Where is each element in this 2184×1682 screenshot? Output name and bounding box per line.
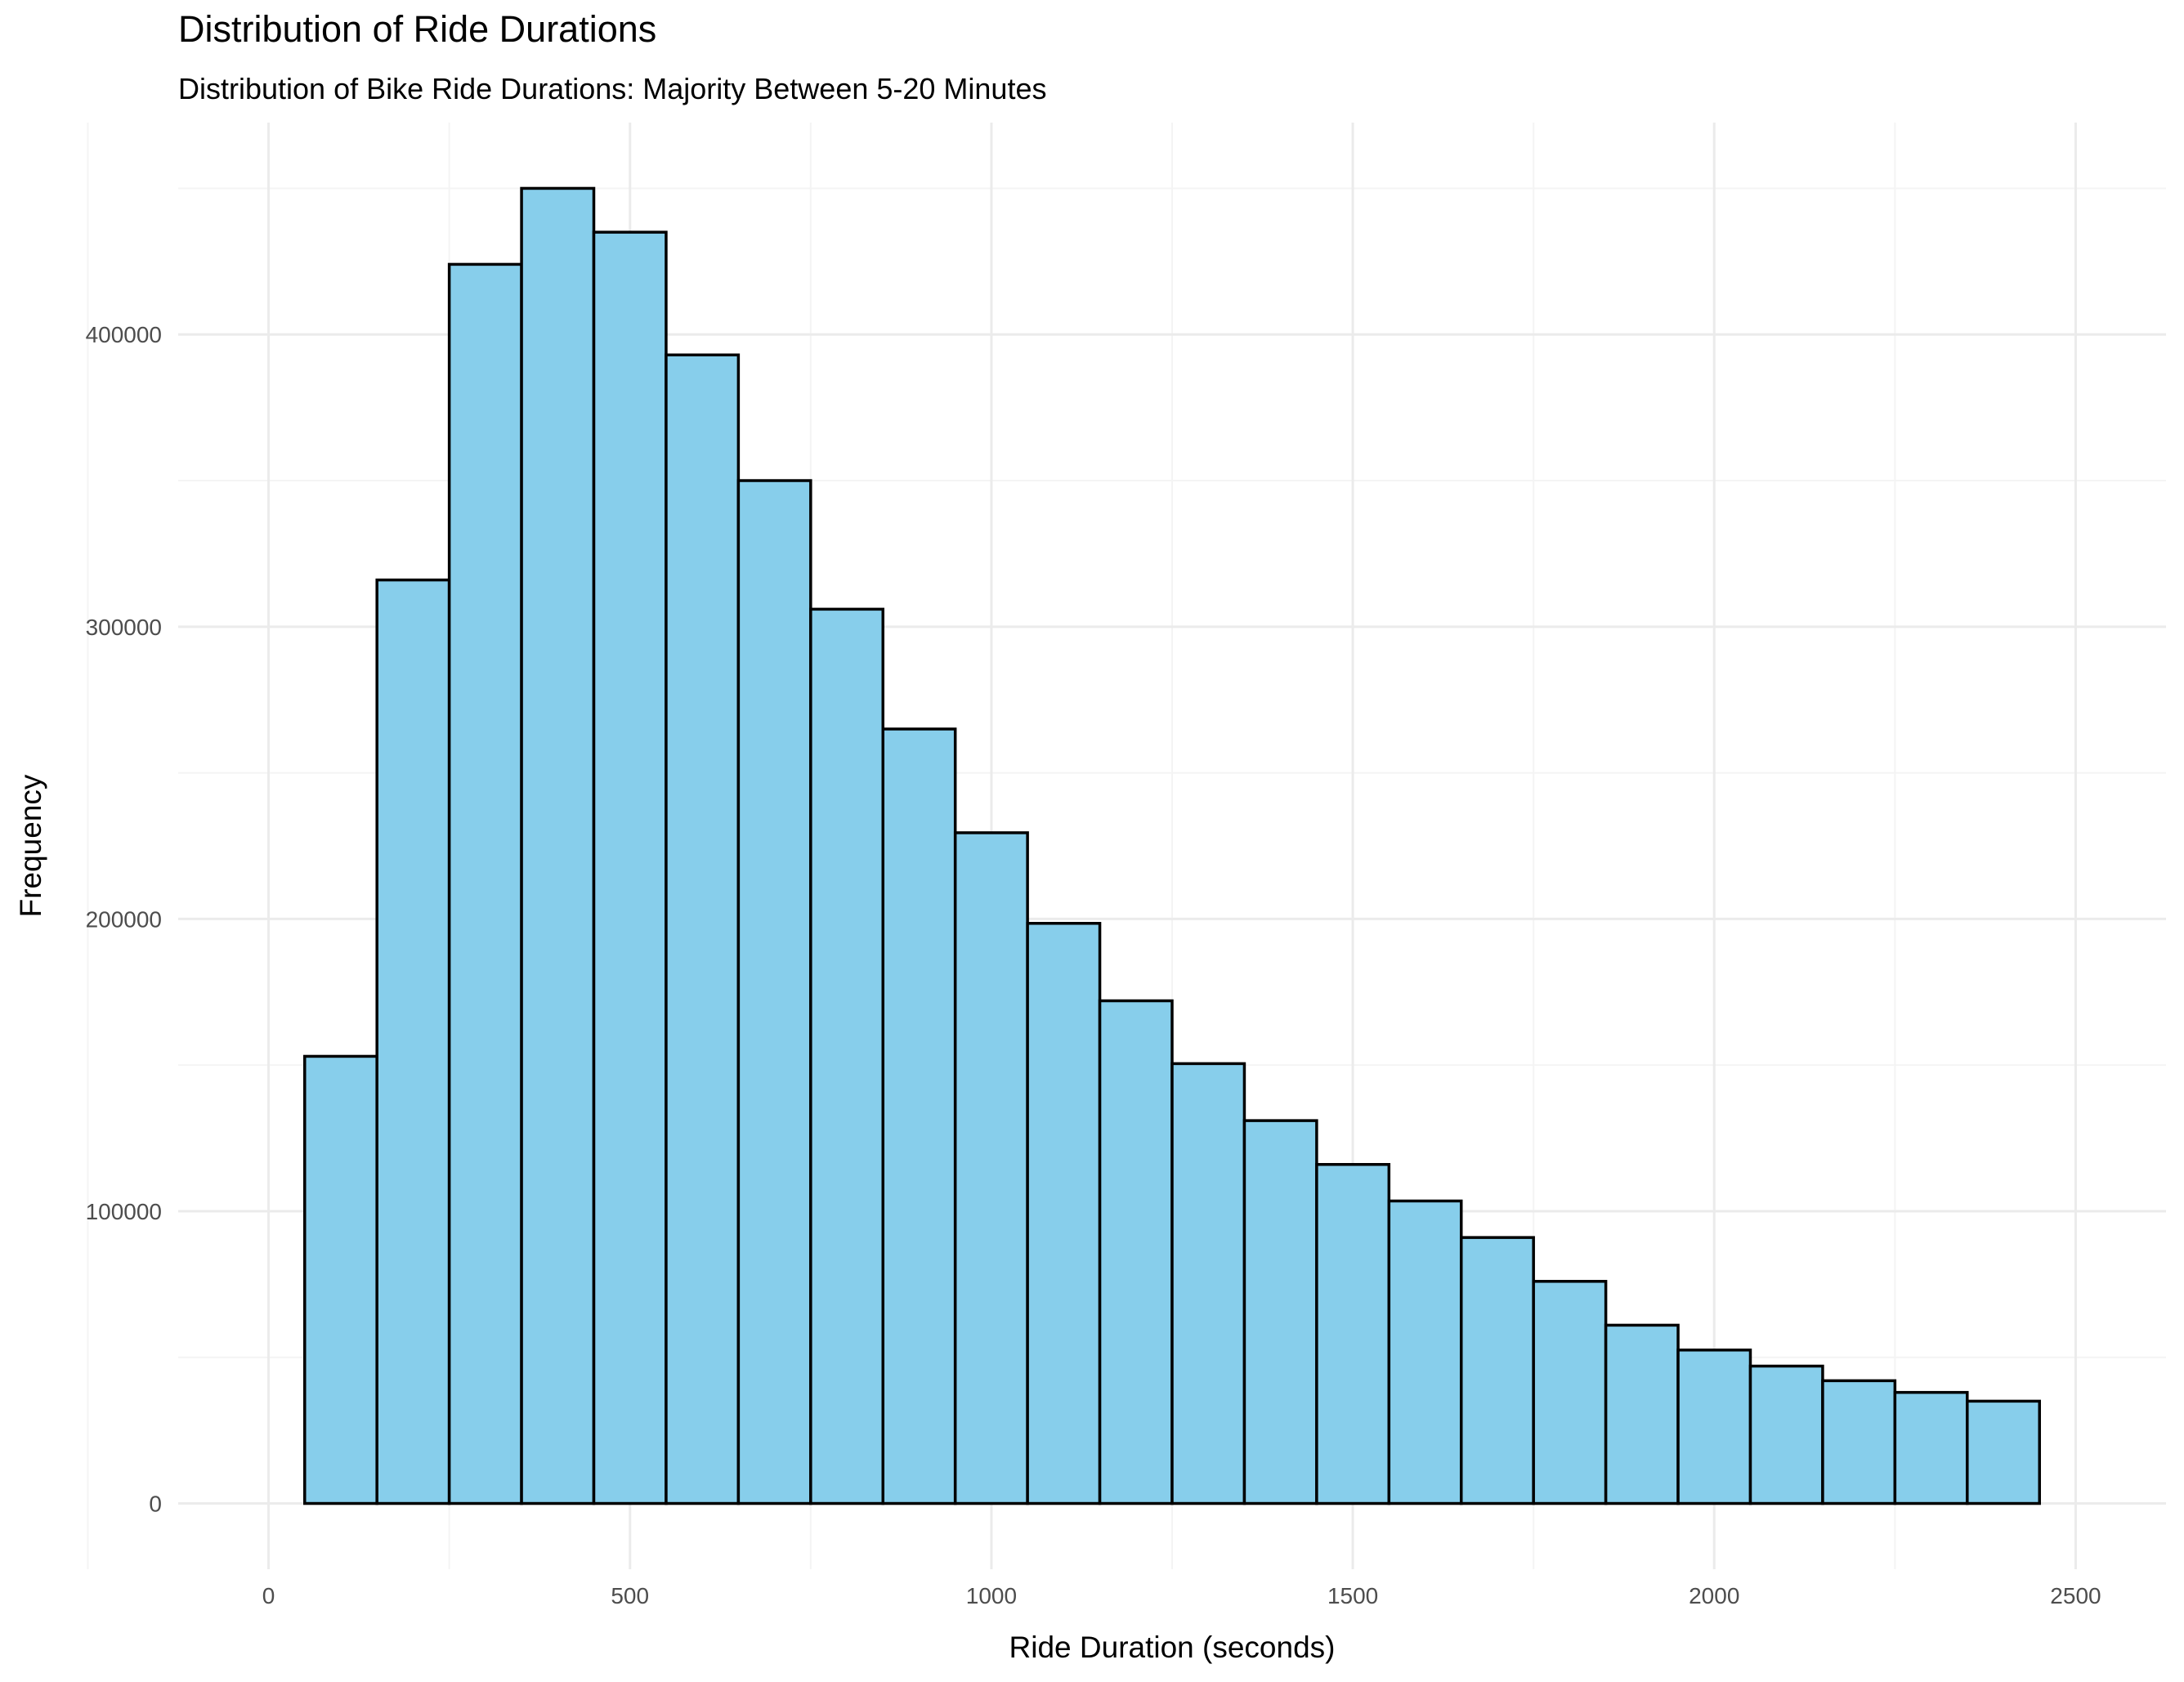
histogram-bar: [665, 353, 741, 1505]
y-tick-label: 400000: [86, 322, 162, 347]
histogram-bar: [1676, 1349, 1752, 1505]
tick-labels: 0 500 1000 1500 2000 2500 0 100000 200000 300000 4…: [86, 322, 2101, 1608]
y-tick-label: 300000: [86, 615, 162, 640]
histogram-bar: [303, 1054, 378, 1505]
chart-title: Distribution of Ride Durations: [178, 8, 657, 50]
x-tick-label: 1500: [1327, 1583, 1378, 1608]
histogram-bar: [592, 230, 668, 1505]
x-tick-label: 2500: [2050, 1583, 2101, 1608]
histogram-bar: [1170, 1062, 1246, 1505]
histogram-bar: [1748, 1364, 1824, 1505]
x-axis-title: Ride Duration (seconds): [1009, 1631, 1336, 1664]
histogram-bar: [953, 831, 1029, 1505]
y-tick-label: 100000: [86, 1199, 162, 1224]
histogram-bar: [447, 262, 523, 1505]
y-tick-label: 0: [149, 1492, 162, 1517]
x-tick-label: 2000: [1689, 1583, 1739, 1608]
chart-subtitle: Distribution of Bike Ride Durations: Maj…: [178, 72, 1047, 105]
histogram-bar: [1459, 1236, 1535, 1505]
histogram-bar: [1893, 1390, 1969, 1505]
histogram-bar: [1242, 1119, 1318, 1505]
histogram-bar: [1821, 1379, 1897, 1505]
x-tick-label: 1000: [966, 1583, 1017, 1608]
histogram-bar: [375, 578, 451, 1505]
histogram-bar: [1387, 1199, 1463, 1505]
y-tick-label: 200000: [86, 906, 162, 932]
histogram-bar: [881, 727, 957, 1505]
x-tick-label: 500: [611, 1583, 649, 1608]
histogram-bar: [736, 479, 812, 1505]
histogram-bar: [1098, 999, 1174, 1505]
histogram-bar: [1966, 1399, 2041, 1505]
histogram-bar: [1604, 1323, 1680, 1505]
histogram-bar: [1315, 1163, 1391, 1505]
histogram-bar: [1532, 1280, 1608, 1505]
histogram-bar: [520, 186, 596, 1505]
histogram-bar: [1026, 922, 1102, 1505]
y-axis-title: Frequency: [14, 774, 47, 917]
histogram-bars: [303, 186, 2041, 1505]
histogram-bar: [809, 607, 885, 1505]
x-tick-label: 0: [262, 1583, 275, 1608]
